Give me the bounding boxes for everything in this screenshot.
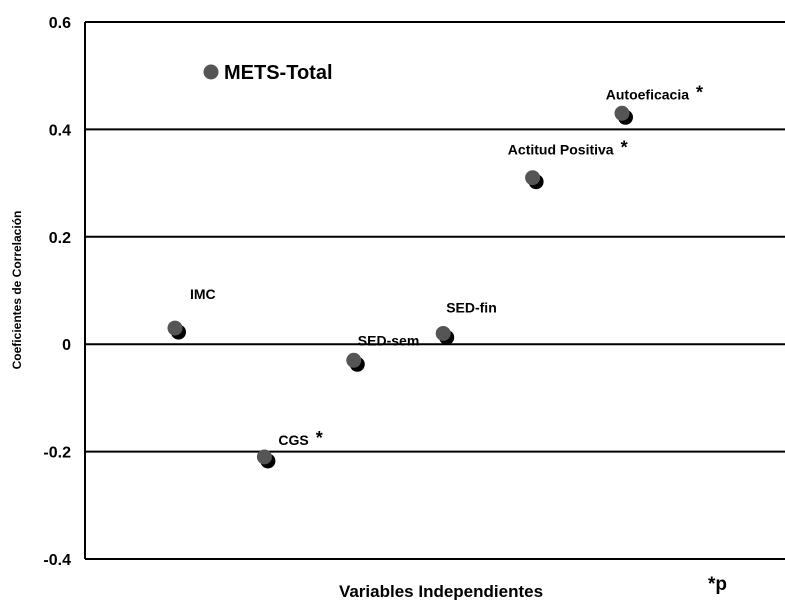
y-tick-label: -0.4 [43, 552, 71, 569]
y-tick-label: 0 [62, 337, 71, 354]
point-label: CGS [278, 432, 308, 448]
y-tick-label: 0.2 [49, 230, 71, 247]
legend: METS-Total [203, 62, 333, 84]
point-label: SED-fin [446, 299, 497, 315]
point-label: SED-sem [358, 332, 419, 348]
significance-star: * [621, 138, 628, 158]
y-tick-label: 0.6 [49, 15, 71, 32]
legend-marker [203, 64, 219, 80]
data-point [256, 449, 272, 465]
y-tick-label: -0.2 [43, 445, 71, 462]
significance-star: * [696, 82, 703, 102]
data-point [167, 320, 183, 336]
gridlines [85, 21, 785, 560]
data-point [614, 105, 630, 121]
data-point [346, 352, 362, 368]
point-label: Actitud Positiva [508, 142, 614, 158]
y-axis-title: Coeficientes de Correlación [10, 211, 24, 370]
data-point [525, 170, 541, 186]
y-tick-label: 0.4 [49, 122, 71, 139]
significance-footnote: *p [708, 574, 727, 595]
significance-star: * [316, 428, 323, 448]
y-tick-labels: 0.6 0.4 0.2 0 -0.2 -0.4 [43, 15, 71, 569]
data-points: IMC CGS * SED-sem SED-fin Actitud Positiva * Au… [167, 82, 703, 469]
legend-label: METS-Total [224, 62, 333, 84]
x-axis-title: Variables Independientes [339, 582, 543, 600]
point-label: Autoeficacia [606, 86, 689, 102]
point-label: IMC [190, 286, 216, 302]
data-point [435, 325, 451, 341]
